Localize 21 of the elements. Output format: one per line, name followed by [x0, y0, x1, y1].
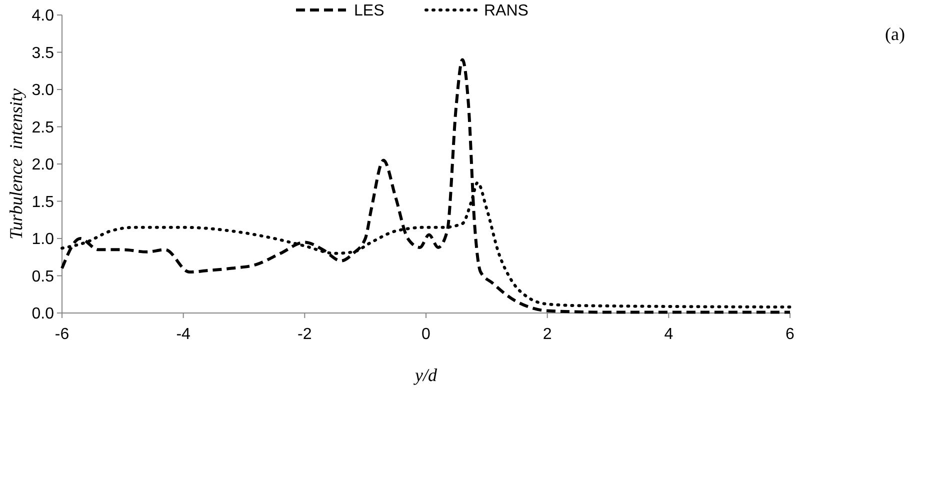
legend-label: LES: [354, 2, 384, 20]
y-tick-label: 1.0: [32, 231, 54, 248]
y-tick-label: 1.5: [32, 194, 54, 211]
x-tick-label: -6: [54, 326, 70, 343]
x-tick-label: -4: [176, 326, 191, 343]
y-axis-title: Turbulence intensity: [6, 88, 26, 240]
text: (a): [885, 24, 905, 44]
y-tick-label: 3.0: [32, 82, 54, 100]
legend-label: RANS: [484, 2, 528, 20]
y-tick-label: 2.0: [32, 156, 54, 174]
y-tick-label: 2.5: [32, 119, 54, 136]
y-tick-label: 0.5: [32, 268, 54, 286]
y-tick-label: 4.0: [32, 8, 54, 25]
x-tick-label: -2: [298, 326, 312, 343]
x-tick-label: 4: [664, 326, 674, 343]
y-tick-label: 3.5: [32, 44, 54, 62]
x-tick-label: 2: [542, 326, 552, 343]
y-tick-label: 0.0: [32, 306, 54, 323]
x-tick-label: 6: [786, 326, 795, 343]
x-axis-title: y/d: [413, 365, 438, 385]
x-tick-label: 0: [422, 326, 431, 343]
